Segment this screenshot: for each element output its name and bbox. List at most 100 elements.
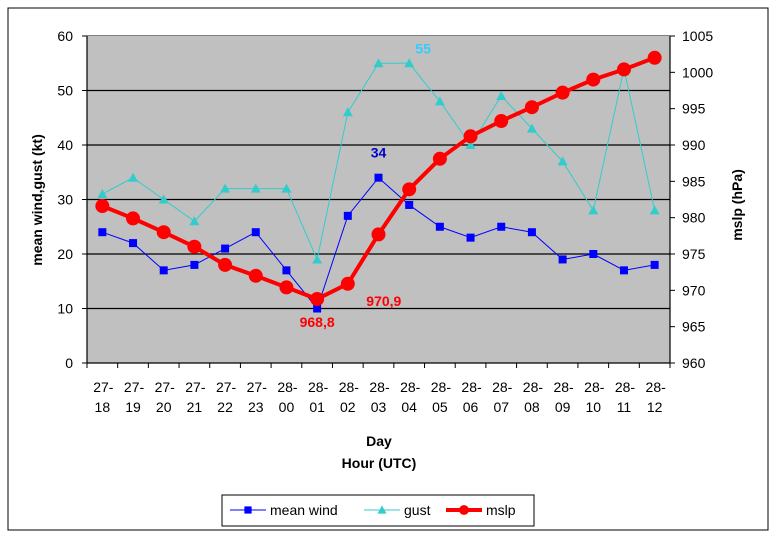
data-label: 34 xyxy=(371,145,387,161)
data-point xyxy=(95,199,110,214)
y2-tick-label: 990 xyxy=(682,137,706,153)
legend: mean wind gust mslp xyxy=(221,494,535,527)
data-point xyxy=(647,50,662,65)
legend-item-gust: gust xyxy=(364,502,431,518)
x-tick-label: 12 xyxy=(647,399,663,415)
data-point xyxy=(432,151,447,166)
legend-label: gust xyxy=(404,502,431,518)
y-tick-label: 50 xyxy=(57,83,73,99)
annotations: 968,8 970,9 34 55 xyxy=(300,40,432,330)
data-point xyxy=(558,255,567,264)
data-point xyxy=(313,304,322,313)
x-tick-label: 28- xyxy=(523,379,544,395)
data-point xyxy=(340,276,355,291)
data-point xyxy=(190,260,199,269)
axes: 0102030405060960965970975980985990995100… xyxy=(57,28,713,415)
data-point xyxy=(434,96,445,106)
y2-tick-label: 995 xyxy=(682,101,706,117)
x-tick-label: 28- xyxy=(492,379,513,395)
legend-marker xyxy=(244,506,252,514)
x-tick-label: 27- xyxy=(155,379,176,395)
x-tick-label: 20 xyxy=(156,399,172,415)
y-tick-label: 10 xyxy=(57,301,73,317)
data-point xyxy=(494,114,509,129)
y2-tick-label: 985 xyxy=(682,173,706,189)
data-point xyxy=(616,62,631,77)
data-point xyxy=(527,228,536,237)
legend-item-mslp: mslp xyxy=(446,502,516,518)
data-point xyxy=(524,100,539,115)
x-tick-label: 27- xyxy=(247,379,268,395)
x-tick-label: 27- xyxy=(124,379,145,395)
x-tick-label: 06 xyxy=(463,399,479,415)
data-point xyxy=(496,90,507,100)
series-mean-wind xyxy=(98,173,659,313)
data-point xyxy=(129,239,138,248)
data-point xyxy=(220,183,231,193)
data-point xyxy=(312,254,323,264)
x-axis-title-line1: Day xyxy=(366,433,392,449)
x-tick-label: 19 xyxy=(125,399,141,415)
data-point xyxy=(371,227,386,242)
x-tick-label: 10 xyxy=(586,399,602,415)
x-tick-label: 28- xyxy=(615,379,636,395)
data-point xyxy=(310,292,325,307)
x-tick-label: 04 xyxy=(401,399,417,415)
y-tick-label: 20 xyxy=(57,246,73,262)
data-point xyxy=(156,225,171,240)
legend-marker xyxy=(377,505,387,514)
data-point xyxy=(250,183,261,193)
data-point xyxy=(218,257,233,272)
data-point xyxy=(98,228,107,237)
data-point xyxy=(374,173,383,182)
data-point xyxy=(128,172,139,182)
x-tick-label: 28- xyxy=(553,379,574,395)
x-tick-label: 00 xyxy=(279,399,295,415)
y2-tick-label: 965 xyxy=(682,319,706,335)
x-tick-label: 09 xyxy=(555,399,571,415)
data-point xyxy=(373,58,384,68)
x-tick-label: 18 xyxy=(95,399,111,415)
data-point xyxy=(343,211,352,220)
plot-top-border xyxy=(87,35,670,36)
x-tick-label: 28- xyxy=(400,379,421,395)
data-label: 968,8 xyxy=(300,314,335,330)
data-point xyxy=(187,239,202,254)
data-point xyxy=(619,266,628,275)
x-tick-label: 03 xyxy=(371,399,387,415)
gridlines xyxy=(87,89,670,310)
data-point xyxy=(466,233,475,242)
legend-label: mean wind xyxy=(270,502,338,518)
data-point xyxy=(402,182,417,197)
data-point xyxy=(342,107,353,117)
x-tick-label: 28- xyxy=(461,379,482,395)
data-point xyxy=(251,228,260,237)
data-point xyxy=(649,205,660,215)
x-tick-label: 21 xyxy=(187,399,203,415)
y-tick-label: 30 xyxy=(57,192,73,208)
x-tick-label: 28- xyxy=(431,379,452,395)
data-point xyxy=(589,250,598,258)
series-mslp xyxy=(95,50,662,307)
x-tick-label: 27- xyxy=(216,379,237,395)
legend-item-mean-wind: mean wind xyxy=(230,502,338,518)
x-tick-label: 28- xyxy=(584,379,605,395)
x-tick-label: 28- xyxy=(369,379,390,395)
x-tick-label: 22 xyxy=(217,399,233,415)
series-layer xyxy=(95,50,662,313)
y2-tick-label: 1005 xyxy=(682,28,713,44)
data-point xyxy=(557,156,568,166)
x-tick-label: 02 xyxy=(340,399,356,415)
y2-tick-label: 980 xyxy=(682,210,706,226)
data-point xyxy=(463,129,478,144)
data-label: 970,9 xyxy=(366,293,401,309)
legend-marker xyxy=(459,505,469,515)
data-point xyxy=(586,72,601,87)
x-tick-label: 28- xyxy=(339,379,360,395)
y2-axis-title: mslp (hPa) xyxy=(729,169,745,241)
data-point xyxy=(97,189,108,199)
x-tick-label: 11 xyxy=(617,399,632,415)
data-point xyxy=(281,183,292,193)
data-point xyxy=(497,222,506,231)
x-tick-label: 27- xyxy=(185,379,206,395)
